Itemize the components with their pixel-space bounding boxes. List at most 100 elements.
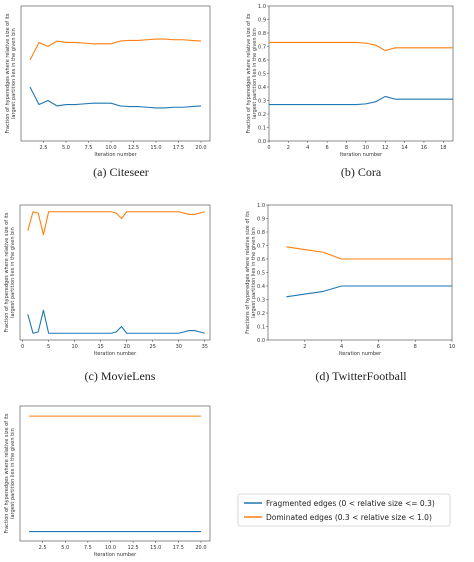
y-tick-label: 0.8 <box>257 230 265 236</box>
x-tick-label: 15.0 <box>150 145 161 151</box>
x-tick-label: 20.0 <box>195 545 206 551</box>
y-axis-label-line: largest partition lies in the given bin <box>251 227 257 318</box>
x-axis-label: Iteration number <box>94 552 137 558</box>
x-tick-label: 12.5 <box>128 145 139 151</box>
plot-frame <box>267 204 453 341</box>
x-tick-label: 0 <box>21 344 24 350</box>
x-tick-label: 12 <box>382 145 388 151</box>
x-tick-label: 10 <box>449 344 455 350</box>
legend: Fragmented edges (0 < relative size <= 0… <box>237 493 451 527</box>
x-tick-label: 30 <box>176 344 182 350</box>
y-tick-label: 0.5 <box>257 270 265 276</box>
y-axis-label-line: Fractions of hyperedges where relative s… <box>245 211 251 334</box>
plot-frame <box>19 204 211 341</box>
y-tick-label: 0.4 <box>257 284 265 290</box>
x-tick-label: 2.5 <box>40 145 48 151</box>
y-tick-label: 1.0 <box>257 203 265 209</box>
y-tick-label: 0.9 <box>258 17 266 23</box>
y-tick-label: 0.4 <box>258 85 266 91</box>
x-tick-label: 8 <box>414 344 417 350</box>
series-line-dominated <box>27 211 205 236</box>
y-tick-label: 1.0 <box>258 4 266 10</box>
x-tick-label: 7.5 <box>84 545 92 551</box>
x-tick-label: 20 <box>124 344 130 350</box>
x-tick-label: 16 <box>421 145 427 151</box>
y-axis-label-line: Fraction of hyperedges where relative si… <box>246 13 252 133</box>
y-tick-label: 0.1 <box>258 125 266 131</box>
legend-label-dominated: Dominated edges (0.3 < relative size < 1… <box>266 513 432 522</box>
chart-panel-3: 0 5 10 15 20 25 30 35 Iteration number Fraction o… <box>4 204 211 383</box>
x-tick-label: 0 <box>267 145 270 151</box>
y-tick-label: 0.3 <box>258 98 266 104</box>
x-tick-label: 17.5 <box>173 145 184 151</box>
y-tick-label: 0.3 <box>257 297 265 303</box>
y-tick-label: 0.0 <box>257 338 265 344</box>
series-line-dominated <box>269 41 453 52</box>
x-tick-label: 6 <box>326 145 329 151</box>
x-tick-label: 14 <box>401 145 407 151</box>
x-tick-label: 4 <box>340 344 343 350</box>
chart-caption: (a) Citeseer <box>93 165 149 179</box>
x-axis-label: Iteration number <box>339 351 382 357</box>
x-tick-label: 8 <box>345 145 348 151</box>
chart-panel-1: 2.5 5.0 7.5 10.0 12.5 15.0 17.5 20.0 Iteration n… <box>5 5 211 179</box>
y-axis-label-line: Fraction of hyperedges where relative si… <box>4 212 10 332</box>
series-line-dominated <box>29 38 202 61</box>
chart-panel-4: 2 4 6 8 10 0.0 0.1 0.2 0.3 0.4 0.5 0.6 0.7 0.8 0.9 1.0 I… <box>245 203 455 383</box>
x-axis-label: Iteration number <box>340 152 383 158</box>
x-tick-label: 17.5 <box>173 545 184 551</box>
x-tick-label: 20.0 <box>195 145 206 151</box>
x-tick-label: 12.5 <box>128 545 139 551</box>
x-tick-label: 10 <box>71 344 77 350</box>
x-tick-label: 25 <box>150 344 156 350</box>
y-axis-label-line: Fraction of hyperedges where relative si… <box>5 13 11 133</box>
plot-frame <box>20 5 211 142</box>
series-line-fragmented <box>269 95 453 106</box>
x-axis-label: Iteration number <box>94 152 137 158</box>
x-tick-label: 2.5 <box>39 545 47 551</box>
series-line-fragmented <box>286 285 452 298</box>
plot-frame <box>19 405 211 542</box>
series-line-fragmented <box>29 86 202 109</box>
y-axis-label-line: largest partition lies in the given bin <box>252 28 258 119</box>
chart-caption: (c) MovieLens <box>85 369 156 383</box>
y-tick-label: 0.0 <box>258 139 266 145</box>
x-tick-label: 5.0 <box>62 145 70 151</box>
x-tick-label: 15.0 <box>150 545 161 551</box>
x-tick-label: 10 <box>363 145 369 151</box>
y-tick-label: 0.7 <box>258 44 266 50</box>
y-tick-label: 0.9 <box>257 216 265 222</box>
x-tick-label: 10.0 <box>105 545 116 551</box>
y-tick-label: 0.7 <box>257 243 265 249</box>
legend-frame <box>237 493 451 527</box>
x-tick-label: 10.0 <box>105 145 116 151</box>
x-tick-label: 4 <box>306 145 309 151</box>
legend-label-fragmented: Fragmented edges (0 < relative size <= 0… <box>266 499 435 508</box>
y-tick-label: 0.5 <box>258 71 266 77</box>
x-tick-label: 6 <box>377 344 380 350</box>
x-tick-label: 7.5 <box>85 145 93 151</box>
x-tick-label: 35 <box>202 344 208 350</box>
y-axis-label-line: largest partition lies in the given bin <box>11 28 17 119</box>
x-tick-label: 18 <box>440 145 446 151</box>
chart-caption: (b) Cora <box>341 165 382 179</box>
x-tick-label: 2 <box>303 344 306 350</box>
x-tick-label: 5.0 <box>61 545 69 551</box>
y-tick-label: 0.1 <box>257 324 265 330</box>
y-axis-label-line: Fraction of hyperedges where relative si… <box>4 413 10 533</box>
chart-caption: (d) TwitterFootball <box>315 369 407 383</box>
y-axis-label-line: largest partition lies in the given bin <box>10 428 16 519</box>
y-tick-label: 0.6 <box>258 58 266 64</box>
x-tick-label: 15 <box>97 344 103 350</box>
x-tick-label: 2 <box>287 145 290 151</box>
chart-panel-2: 0 2 4 6 8 10 12 14 16 18 0.0 0.1 0.2 0.3 0.4 0.5 0.6 0.7 0… <box>246 4 454 179</box>
y-tick-label: 0.2 <box>258 112 266 118</box>
y-tick-label: 0.2 <box>257 311 265 317</box>
x-axis-label: Iteration number <box>94 351 137 357</box>
series-line-dominated <box>286 246 452 260</box>
chart-panel-5: 2.5 5.0 7.5 10.0 12.5 15.0 17.5 20.0 Iteration n… <box>4 405 211 558</box>
y-axis-label-line: largest partition lies in the given bin <box>10 227 16 318</box>
x-tick-label: 5 <box>47 344 50 350</box>
plot-frame <box>268 5 454 142</box>
series-line-fragmented <box>27 309 205 334</box>
